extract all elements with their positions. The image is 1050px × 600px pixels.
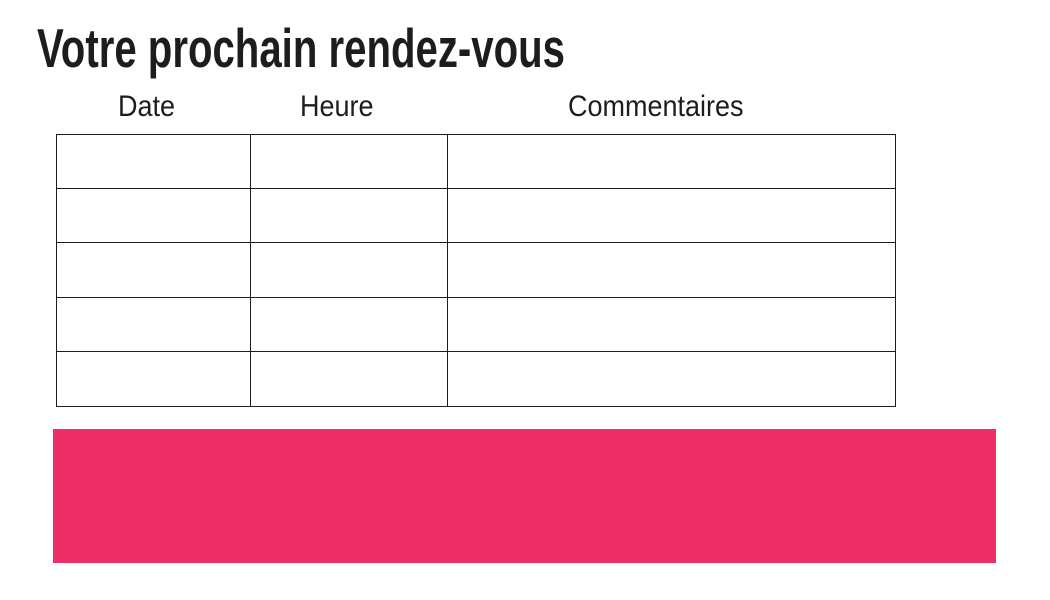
table-cell (57, 189, 251, 244)
table-cell (251, 189, 448, 244)
table-cell (251, 243, 448, 298)
table-cell (57, 135, 251, 190)
table-cell (448, 189, 895, 244)
table-cell (57, 351, 251, 406)
table-cell (251, 297, 448, 352)
table-cell (448, 243, 895, 298)
pink-banner (53, 429, 996, 563)
table-cell (448, 298, 895, 352)
table-cell (57, 243, 251, 298)
column-header-date: Date (118, 90, 176, 123)
table-cell (251, 135, 448, 190)
table-cell (251, 351, 448, 406)
table-cell (448, 352, 895, 406)
appointments-table (56, 134, 896, 407)
table-cell (57, 297, 251, 352)
column-header-heure: Heure (300, 90, 374, 123)
table-cell (448, 135, 895, 190)
page-title: Votre prochain rendez-vous (37, 17, 565, 79)
column-header-commentaires: Commentaires (568, 90, 744, 123)
